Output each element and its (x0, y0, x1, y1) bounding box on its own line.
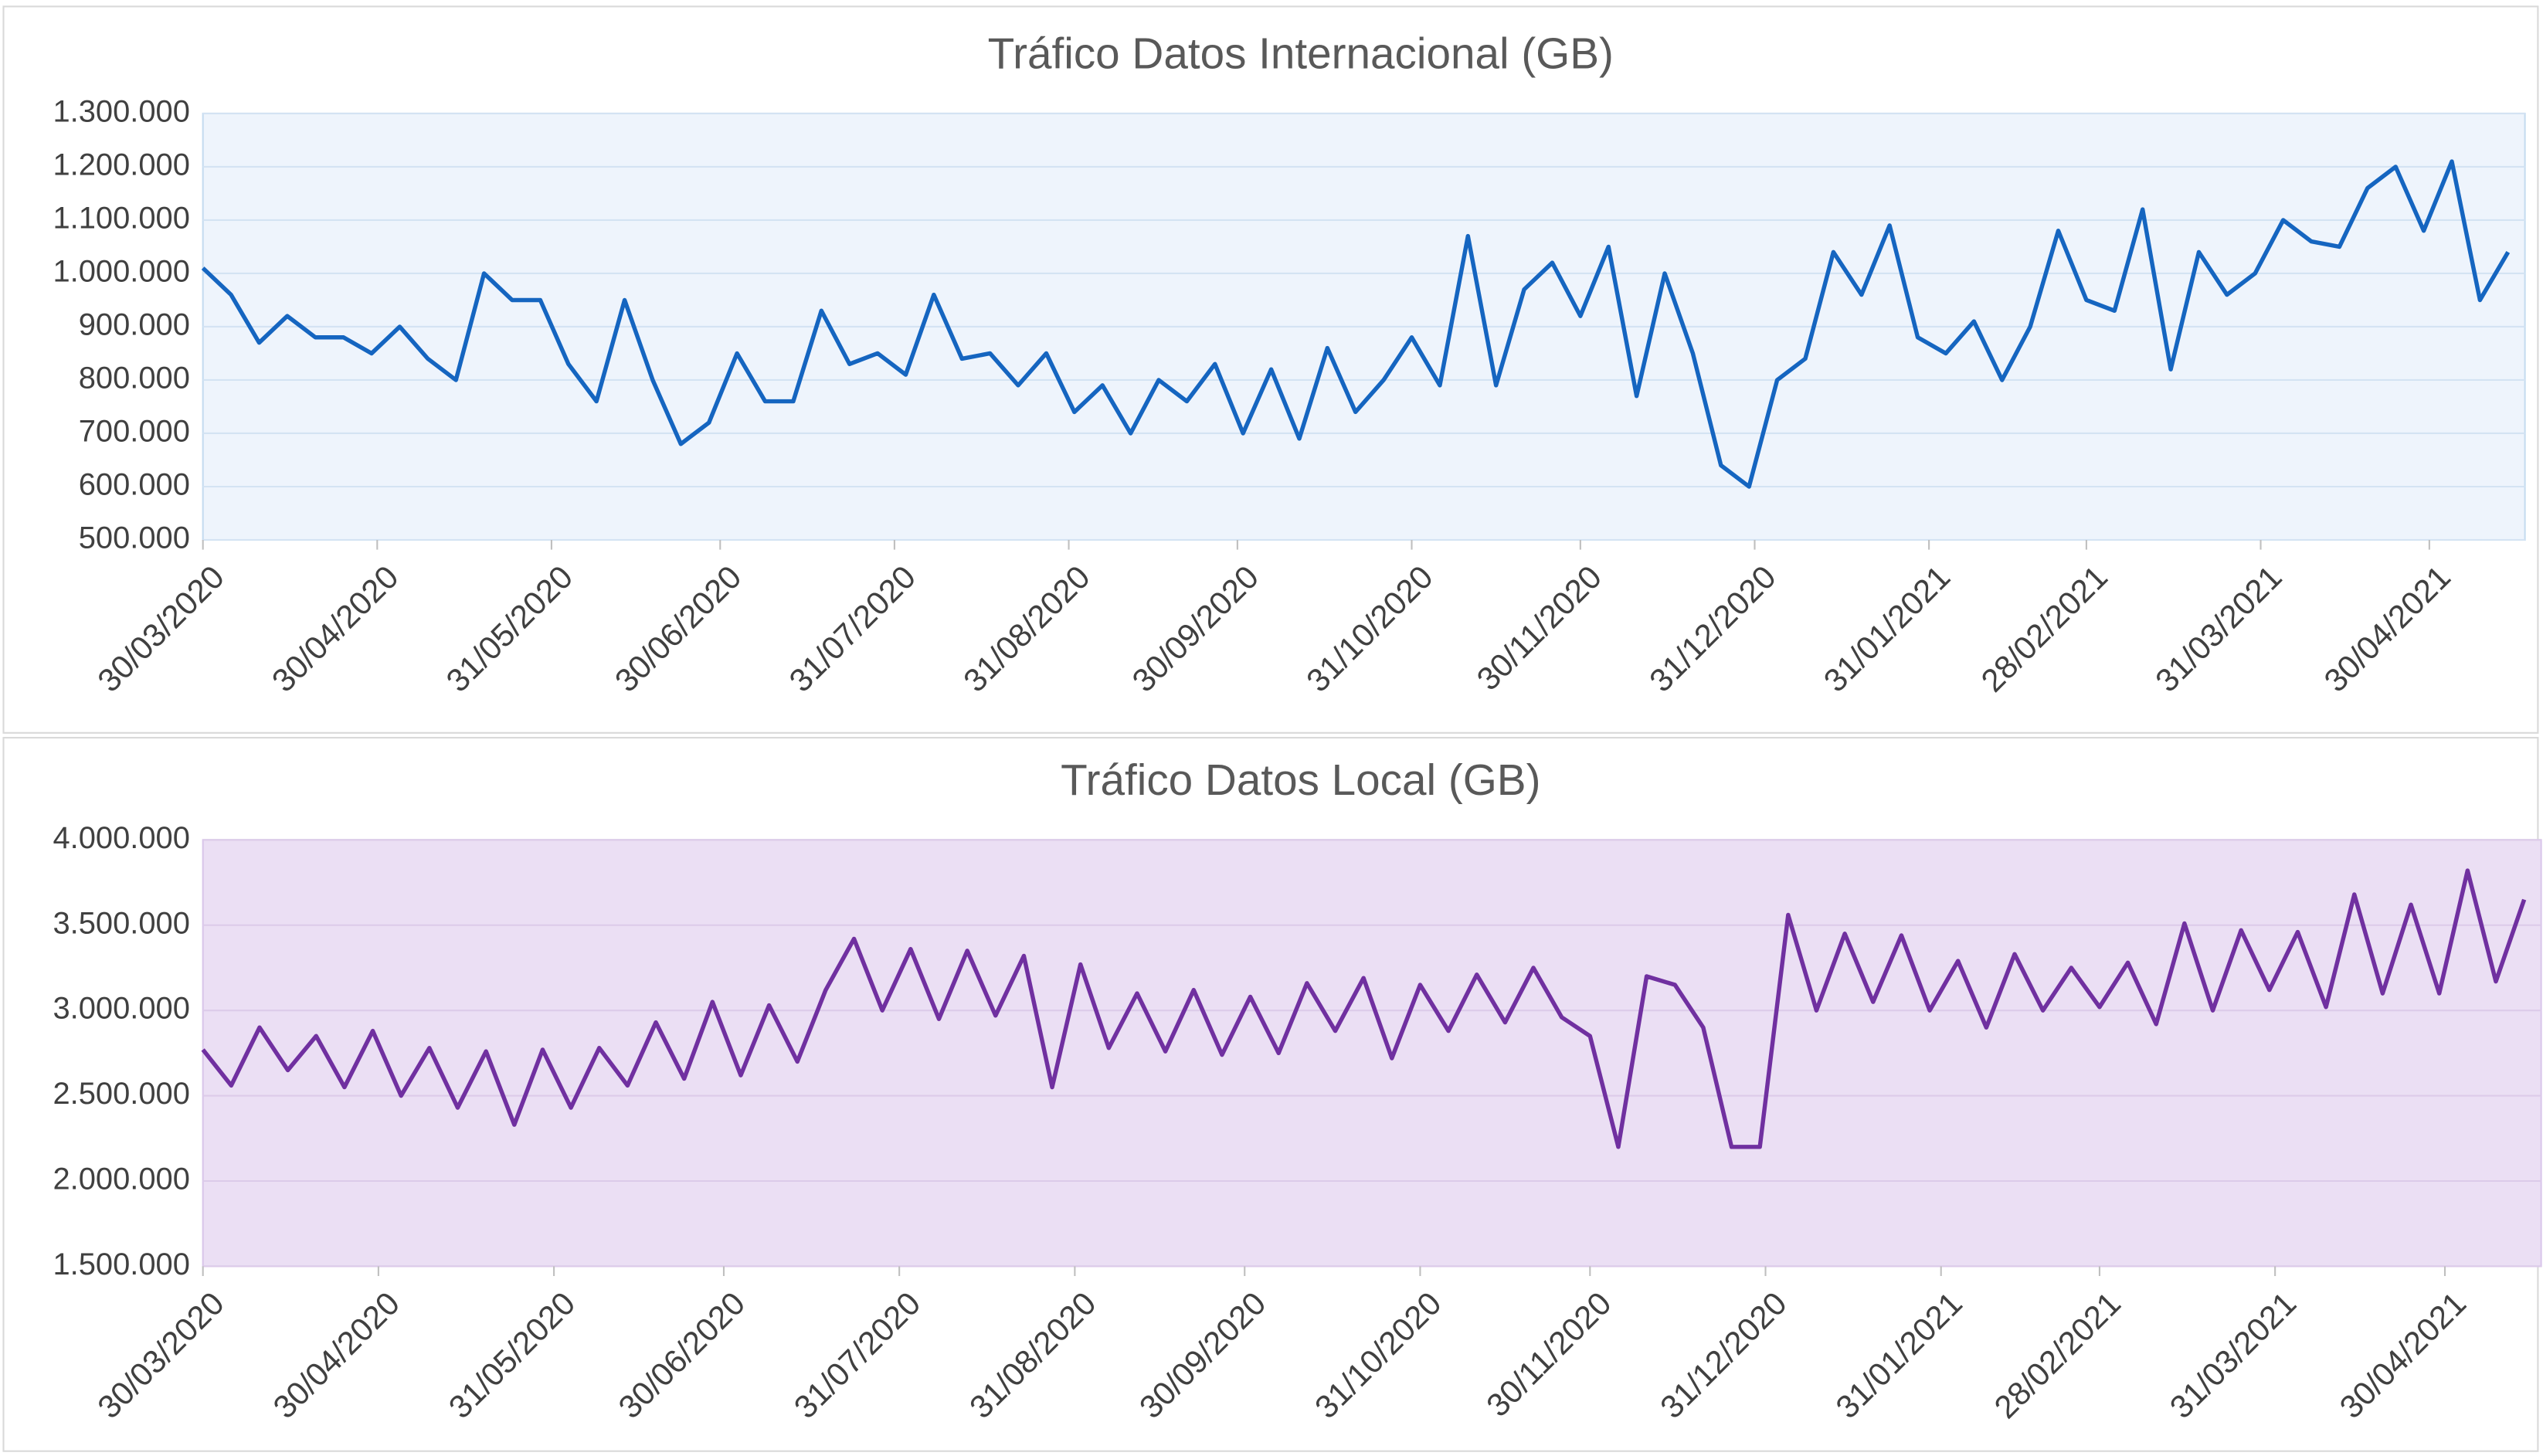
y-tick-label: 1.200.000 (53, 148, 189, 182)
y-tick-label: 3.000.000 (53, 992, 189, 1026)
y-tick-label: 900.000 (79, 308, 190, 342)
chart-title: Tráfico Datos Internacional (GB) (988, 29, 1614, 78)
data-line (201, 159, 2511, 489)
y-tick-label: 1.100.000 (53, 201, 189, 235)
y-tick-label: 800.000 (79, 361, 190, 395)
y-tick-label: 700.000 (79, 415, 190, 449)
plot-area (202, 839, 2542, 1268)
y-tick-label: 600.000 (79, 468, 190, 502)
y-tick-label: 4.000.000 (53, 821, 189, 855)
y-tick-label: 1.500.000 (53, 1247, 189, 1281)
y-tick-label: 1.000.000 (53, 254, 189, 288)
y-tick-label: 500.000 (79, 521, 190, 555)
y-tick-label: 1.300.000 (53, 94, 189, 128)
y-tick-label: 2.000.000 (53, 1162, 189, 1196)
y-tick-label: 3.500.000 (53, 906, 189, 940)
y-tick-label: 2.500.000 (53, 1077, 189, 1111)
data-line (201, 868, 2527, 1149)
chart-title: Tráfico Datos Local (GB) (1061, 756, 1540, 805)
